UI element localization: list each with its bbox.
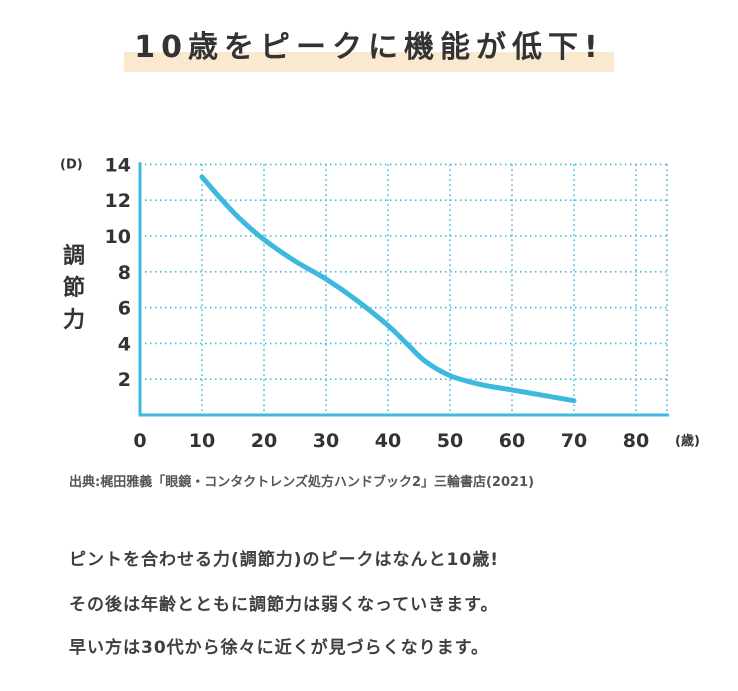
x-tick-label-60: 60 xyxy=(499,430,525,450)
x-tick-label-20: 20 xyxy=(251,430,277,450)
accommodation-chart: 2 4 6 8 10 12 14 0 10 20 30 40 50 60 70 80 (D) (歳) 調節力 xyxy=(60,154,700,450)
x-tick-label-40: 40 xyxy=(375,430,401,450)
headline-wrap: 10歳をピークに機能が低下! xyxy=(0,22,738,72)
y-tick-label-10: 10 xyxy=(105,226,131,248)
x-unit-label: (歳) xyxy=(675,433,700,449)
body-line-1: ピントを合わせる力(調節力)のピークはなんと10歳! xyxy=(69,550,499,570)
y-tick-label-4: 4 xyxy=(118,333,131,355)
x-tick-label-80: 80 xyxy=(623,430,649,450)
body-line-2: その後は年齢とともに調節力は弱くなっていきます。 xyxy=(69,595,499,615)
y-tick-label-8: 8 xyxy=(118,262,131,284)
headline-highlight xyxy=(124,52,614,72)
x-tick-label-70: 70 xyxy=(561,430,587,450)
y-unit-label: (D) xyxy=(60,157,83,172)
y-tick-label-14: 14 xyxy=(105,154,131,176)
headline: 10歳をピークに機能が低下! xyxy=(124,22,614,72)
y-axis-label-char-3: 力 xyxy=(63,308,85,333)
x-tick-label-30: 30 xyxy=(313,430,339,450)
x-tick-label-0: 0 xyxy=(133,430,146,450)
y-axis-label-char-2: 節 xyxy=(63,275,85,301)
body-line-3: 早い方は30代から徐々に近くが見づらくなります。 xyxy=(69,638,489,658)
y-tick-label-6: 6 xyxy=(118,298,131,320)
y-tick-label-2: 2 xyxy=(118,369,131,391)
series-line-1 xyxy=(199,174,577,404)
source-citation: 出典:梶田雅義「眼鏡・コンタクトレンズ処方ハンドブック2」三輪書店(2021) xyxy=(69,475,535,490)
x-tick-label-10: 10 xyxy=(189,430,215,450)
y-tick-label-12: 12 xyxy=(105,190,131,212)
x-tick-label-50: 50 xyxy=(437,430,463,450)
headline-text: 10歳をピークに機能が低下! xyxy=(134,30,604,65)
y-axis-label-char-1: 調 xyxy=(63,243,85,269)
